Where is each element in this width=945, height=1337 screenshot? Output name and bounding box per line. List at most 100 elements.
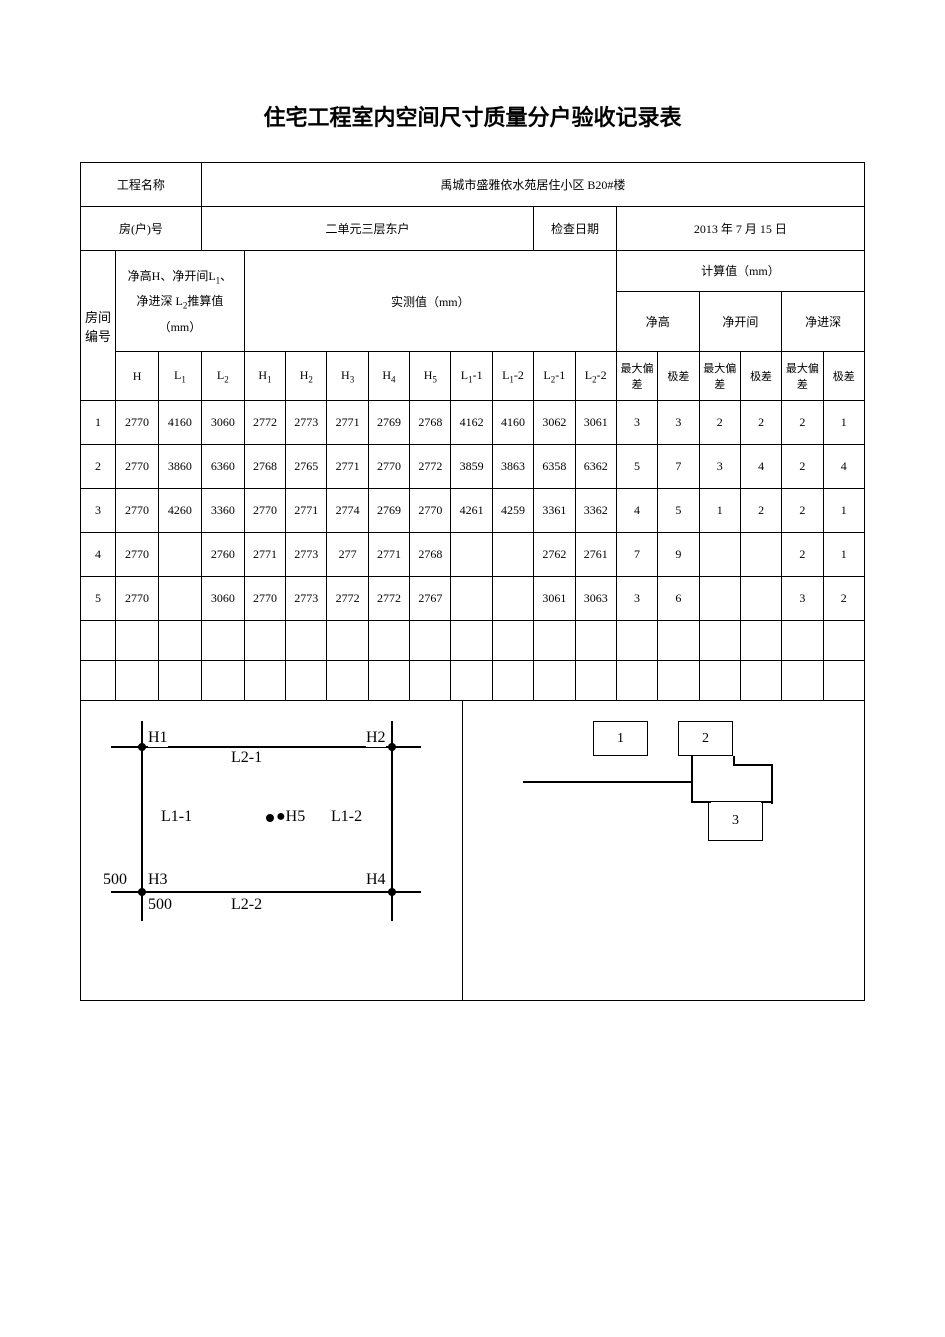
cell: 3061 (575, 401, 616, 445)
cell: 2773 (286, 577, 327, 621)
cell: 2769 (368, 401, 409, 445)
cell: 4162 (451, 401, 492, 445)
cell: 2768 (410, 401, 451, 445)
col-H4: H4 (368, 352, 409, 401)
label-h4: H4 (366, 871, 386, 889)
cell: 2761 (575, 533, 616, 577)
cell: 2 (782, 445, 823, 489)
cell (740, 533, 781, 577)
cell: 3 (699, 445, 740, 489)
cell: 4261 (451, 489, 492, 533)
cell: 6362 (575, 445, 616, 489)
cell (451, 577, 492, 621)
cell: 2770 (116, 577, 159, 621)
room-label: 1 (617, 731, 624, 746)
cell (740, 577, 781, 621)
col-H5: H5 (410, 352, 451, 401)
col-drng: 极差 (823, 352, 864, 401)
project-label: 工程名称 (81, 163, 202, 207)
cell: 3061 (534, 577, 575, 621)
table-row: 2 2770 3860 6360 2768 2765 2771 2770 277… (81, 445, 865, 489)
col-L12: L1-2 (492, 352, 533, 401)
floorplan-room-1: 1 (593, 721, 648, 756)
cell: 2772 (368, 577, 409, 621)
cell: 3860 (158, 445, 201, 489)
cell-id: 1 (81, 401, 116, 445)
cell: 2760 (201, 533, 244, 577)
cell: 4160 (492, 401, 533, 445)
cell: 2770 (244, 489, 285, 533)
cell: 2773 (286, 401, 327, 445)
cell (451, 533, 492, 577)
cell: 2770 (244, 577, 285, 621)
room-no-header: 房间编号 (81, 251, 116, 401)
measured-header: 实测值（mm） (244, 251, 616, 352)
cell: 4260 (158, 489, 201, 533)
cell: 2772 (410, 445, 451, 489)
section-row-1: 房间编号 净高H、净开间L1、净进深 L2推算值（mm） 实测值（mm） 计算值… (81, 251, 865, 292)
point-h1 (138, 743, 146, 751)
col-H2: H2 (286, 352, 327, 401)
cell: 5 (616, 445, 657, 489)
cell: 1 (823, 489, 864, 533)
cell: 3062 (534, 401, 575, 445)
cell: 2770 (116, 401, 159, 445)
cell: 2768 (244, 445, 285, 489)
col-H: H (116, 352, 159, 401)
net-height-header: 净高 (616, 291, 699, 352)
cell: 6360 (201, 445, 244, 489)
cell: 3863 (492, 445, 533, 489)
cell: 2 (782, 533, 823, 577)
cell: 2762 (534, 533, 575, 577)
col-L22: L2-2 (575, 352, 616, 401)
cell: 2772 (244, 401, 285, 445)
cell: 1 (823, 401, 864, 445)
cell: 2 (740, 489, 781, 533)
cell: 3362 (575, 489, 616, 533)
cell (158, 577, 201, 621)
cell: 9 (658, 533, 699, 577)
cell-id: 2 (81, 445, 116, 489)
cell: 2771 (327, 401, 368, 445)
label-500a: 500 (103, 871, 127, 889)
cell: 5 (658, 489, 699, 533)
cell (158, 533, 201, 577)
cell: 2771 (368, 533, 409, 577)
cell: 277 (327, 533, 368, 577)
label-l21: L2-1 (231, 749, 262, 767)
cell (492, 533, 533, 577)
cell: 2770 (116, 489, 159, 533)
cell: 6358 (534, 445, 575, 489)
table-row: 1 2770 4160 3060 2772 2773 2771 2769 276… (81, 401, 865, 445)
col-L2: L2 (201, 352, 244, 401)
cell: 4259 (492, 489, 533, 533)
cell: 2767 (410, 577, 451, 621)
col-L11: L1-1 (451, 352, 492, 401)
cell: 2768 (410, 533, 451, 577)
cell: 2 (699, 401, 740, 445)
cell: 6 (658, 577, 699, 621)
cell: 4160 (158, 401, 201, 445)
cell (699, 577, 740, 621)
cell: 7 (616, 533, 657, 577)
col-hmax: 最大偏差 (616, 352, 657, 401)
cell: 2765 (286, 445, 327, 489)
column-header-row: H L1 L2 H1 H2 H3 H4 H5 L1-1 L1-2 L2-1 L2… (81, 352, 865, 401)
point-h4 (388, 888, 396, 896)
room-label: 3 (732, 813, 739, 828)
cell-id: 3 (81, 489, 116, 533)
main-table: 工程名称 禹城市盛雅依水苑居住小区 B20#楼 房(户)号 二单元三层东户 检查… (80, 162, 865, 701)
cell: 2 (740, 401, 781, 445)
cell: 2774 (327, 489, 368, 533)
cell-id: 4 (81, 533, 116, 577)
header-row-2: 房(户)号 二单元三层东户 检查日期 2013 年 7 月 15 日 (81, 207, 865, 251)
cell: 3 (616, 577, 657, 621)
cell (699, 533, 740, 577)
cell: 2770 (410, 489, 451, 533)
col-wrng: 极差 (740, 352, 781, 401)
cell: 3360 (201, 489, 244, 533)
cell-id: 5 (81, 577, 116, 621)
net-width-header: 净开间 (699, 291, 782, 352)
cell: 3063 (575, 577, 616, 621)
room-label: 房(户)号 (81, 207, 202, 251)
